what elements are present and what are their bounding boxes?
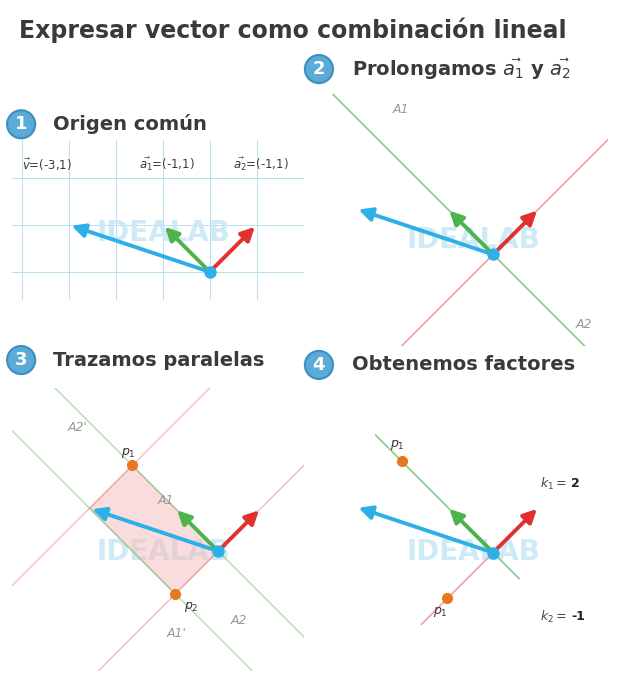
Text: Origen común: Origen común [53, 114, 207, 134]
Text: $p_1$: $p_1$ [121, 446, 135, 460]
Text: $p_2$: $p_2$ [184, 600, 198, 614]
Text: $k_2 = $: $k_2 = $ [539, 609, 567, 625]
Text: 1: 1 [15, 116, 27, 133]
Text: IDEALAB: IDEALAB [97, 219, 231, 247]
Text: $p_1$: $p_1$ [389, 438, 404, 452]
Text: A2: A2 [231, 614, 247, 627]
Text: IDEALAB: IDEALAB [407, 226, 541, 255]
Text: $k_1 = $: $k_1 = $ [539, 476, 567, 492]
Text: A2: A2 [575, 318, 592, 331]
Text: Trazamos paralelas: Trazamos paralelas [53, 351, 265, 369]
Text: $p_1$: $p_1$ [433, 605, 448, 619]
Text: IDEALAB: IDEALAB [97, 539, 231, 566]
Polygon shape [89, 466, 218, 594]
Text: 2: 2 [571, 477, 580, 491]
Text: A2': A2' [68, 421, 88, 434]
Text: $\vec{a_1}$=(-1,1): $\vec{a_1}$=(-1,1) [140, 156, 195, 173]
Text: $\vec{v}$=(-3,1): $\vec{v}$=(-3,1) [22, 157, 72, 173]
Text: A1: A1 [158, 494, 175, 507]
Text: -1: -1 [571, 610, 585, 623]
Text: $\vec{a_2}$=(-1,1): $\vec{a_2}$=(-1,1) [233, 156, 289, 173]
Text: IDEALAB: IDEALAB [407, 538, 541, 566]
Text: A1: A1 [392, 103, 409, 116]
Text: Prolongamos $\vec{a_1}$ y $\vec{a_2}$: Prolongamos $\vec{a_1}$ y $\vec{a_2}$ [352, 56, 571, 82]
Text: A1': A1' [167, 627, 187, 640]
Text: Obtenemos factores: Obtenemos factores [352, 356, 575, 374]
Text: Expresar vector como combinación lineal: Expresar vector como combinación lineal [19, 17, 566, 43]
Text: 4: 4 [312, 356, 325, 374]
Text: 2: 2 [312, 60, 325, 78]
Text: 3: 3 [15, 351, 27, 369]
